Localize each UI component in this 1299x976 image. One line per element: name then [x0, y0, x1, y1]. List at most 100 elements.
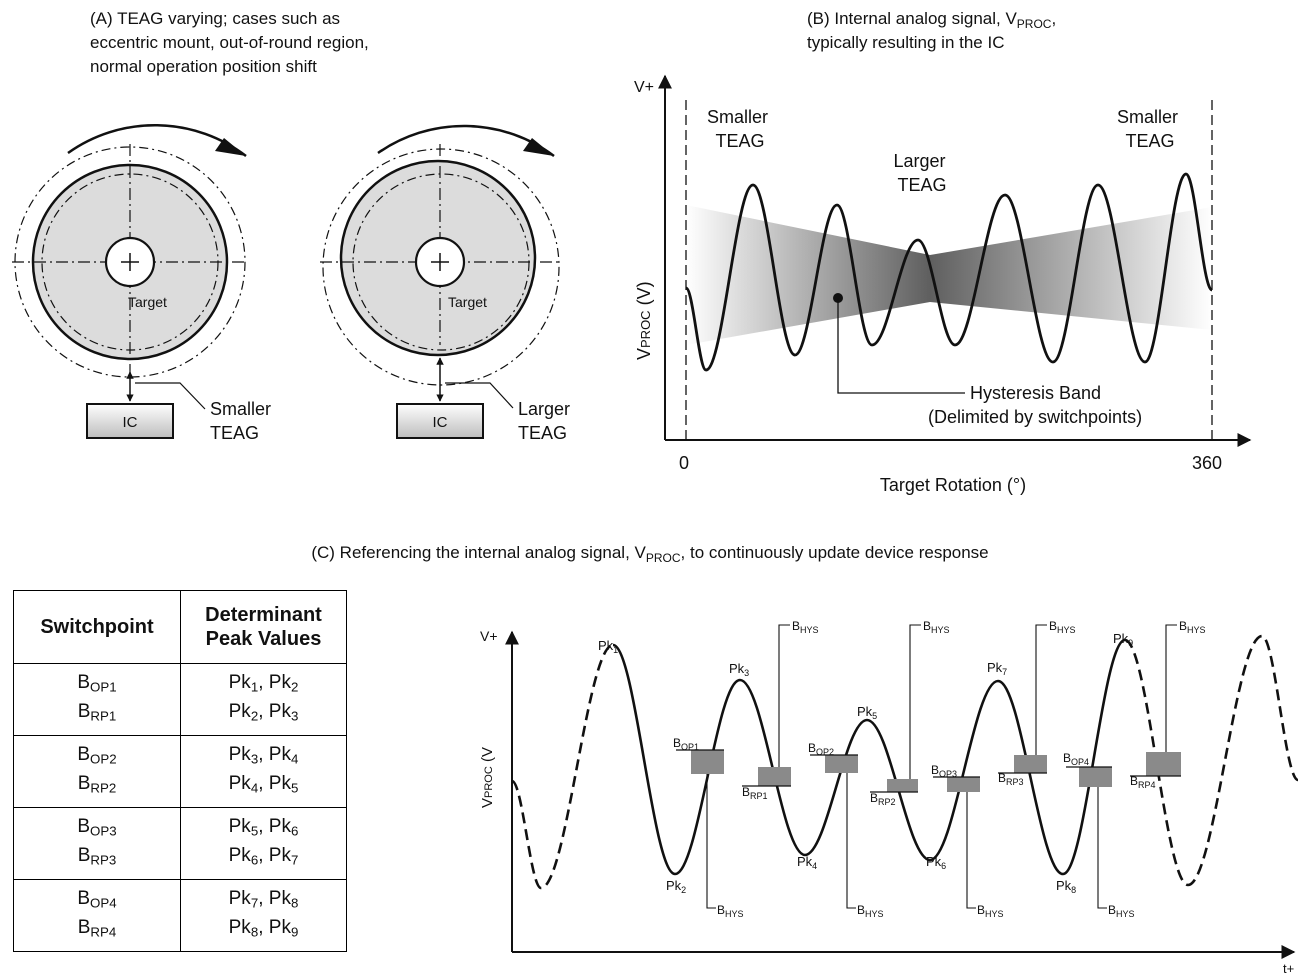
hys-leader-up-4 — [1165, 624, 1177, 752]
panel-b-x-tick-0: 0 — [679, 453, 689, 473]
panel-a-title: (A) TEAG varying; cases such as eccentri… — [90, 9, 374, 76]
vproc-signal-c-dashed-start — [510, 643, 614, 890]
region-right-label: Smaller TEAG — [1117, 107, 1183, 151]
peak-label-6: Pk6 — [926, 854, 946, 871]
panel-c-title: (C) Referencing the internal analog sign… — [311, 543, 988, 565]
switchpoint-cell: BOP3 BRP3 — [13, 807, 181, 880]
table-row: BOP4 BRP4 Pk7, Pk8 Pk8, Pk9 — [13, 879, 347, 952]
hys-leader-up-3 — [1035, 624, 1047, 755]
gap-label-left: Smaller TEAG — [210, 399, 276, 443]
hys-box-op4 — [1079, 767, 1112, 787]
left-target-assembly: Target IC Smaller TEAG — [12, 123, 276, 443]
hys-leader-down-1 — [706, 774, 716, 909]
hys-box-op1 — [691, 750, 724, 774]
panel-b-title-line1: (B) Internal analog signal, VPROC, — [807, 9, 1056, 31]
peak-values-cell: Pk1, Pk2 Pk2, Pk3 — [180, 663, 347, 736]
hys-leader-up-2 — [909, 624, 921, 779]
b-hys-label-bottom-4: BHYS — [1108, 903, 1135, 919]
b-rp-label-2: BRP2 — [870, 791, 896, 807]
gap-label-right: Larger TEAG — [518, 399, 575, 443]
target-label-right: Target — [448, 294, 487, 310]
gap-leader-left — [135, 382, 206, 410]
hys-box-rp2 — [887, 779, 918, 792]
ic-label-right: IC — [433, 414, 448, 431]
peak-label-5: Pk5 — [857, 704, 877, 721]
hys-box-op2 — [825, 755, 858, 773]
b-hys-label-top-3: BHYS — [1049, 619, 1076, 635]
peak-label-3: Pk3 — [729, 661, 749, 678]
region-mid-label: Larger TEAG — [893, 151, 950, 195]
panel-b-x-tick-360: 360 — [1192, 453, 1222, 473]
peak-label-7: Pk7 — [987, 660, 1007, 677]
b-rp-label-1: BRP1 — [742, 785, 768, 801]
panel-c: (C) Referencing the internal analog sign… — [311, 543, 1299, 976]
table-header-row: Switchpoint Determinant Peak Values — [13, 590, 347, 664]
outer-dashdot-circle-left — [14, 146, 246, 378]
peak-values-cell: Pk3, Pk4 Pk4, Pk5 — [180, 735, 347, 808]
peak-label-2: Pk2 — [666, 878, 686, 895]
switchpoint-cell: BOP4 BRP4 — [13, 879, 181, 952]
panel-c-y-axis-label: VPROC (V — [479, 747, 496, 808]
hys-leader-down-3 — [966, 792, 976, 909]
hys-leader-up-1 — [778, 624, 790, 767]
hysteresis-markers: BHYS BHYS BHYS BHYS BHYS BHYS BHYS BHYS BOP1 BOP2… — [673, 619, 1206, 919]
panel-b-y-axis-label: VPROC (V) — [634, 281, 654, 360]
table-row: BOP3 BRP3 Pk5, Pk6 Pk6, Pk7 — [13, 807, 347, 880]
switchpoint-table: Switchpoint Determinant Peak Values BOP1 B… — [13, 590, 347, 952]
b-hys-label-bottom-2: BHYS — [857, 903, 884, 919]
panel-a: (A) TEAG varying; cases such as eccentri… — [12, 9, 575, 443]
b-hys-label-bottom-1: BHYS — [717, 903, 744, 919]
switchpoint-cell: BOP1 BRP1 — [13, 663, 181, 736]
ic-box-left — [86, 403, 174, 439]
b-op-label-3: BOP3 — [931, 763, 957, 779]
vproc-signal-c-solid — [612, 638, 1126, 876]
table-row: BOP1 BRP1 Pk1, Pk2 Pk2, Pk3 — [13, 663, 347, 736]
b-hys-label-top-2: BHYS — [923, 619, 950, 635]
hys-box-op3 — [947, 777, 980, 792]
b-rp-label-4: BRP4 — [1130, 774, 1156, 790]
right-target-assembly: Target IC Larger TEAG — [320, 124, 575, 443]
b-rp-label-3: BRP3 — [998, 771, 1024, 787]
table-row: BOP2 BRP2 Pk3, Pk4 Pk4, Pk5 — [13, 735, 347, 808]
b-op-label-4: BOP4 — [1063, 751, 1089, 767]
hysteresis-band-right — [930, 207, 1212, 330]
b-hys-label-top-4: BHYS — [1179, 619, 1206, 635]
peak-label-8: Pk8 — [1056, 878, 1076, 895]
hysteresis-callout-label: Hysteresis Band (Delimited by switchpoin… — [928, 383, 1142, 427]
ic-label-left: IC — [123, 414, 138, 431]
panel-c-t-label: t+ — [1283, 961, 1294, 976]
rotation-arrowhead-left — [215, 138, 246, 156]
hysteresis-band-left — [686, 205, 930, 345]
peak-values-cell: Pk7, Pk8 Pk8, Pk9 — [180, 879, 347, 952]
vproc-signal-b — [684, 172, 1214, 372]
vproc-signal-c-dashed-end — [1124, 634, 1299, 887]
peak-label-9: Pk9 — [1113, 631, 1133, 648]
hys-box-rp4 — [1146, 752, 1181, 776]
peak-label-1: Pk1 — [598, 638, 618, 655]
switchpoint-cell: BOP2 BRP2 — [13, 735, 181, 808]
hysteresis-callout-leader — [837, 298, 965, 394]
hys-box-rp3 — [1014, 755, 1047, 773]
ic-box-right — [396, 403, 484, 439]
b-hys-label-bottom-3: BHYS — [977, 903, 1004, 919]
hys-leader-down-4 — [1097, 787, 1107, 909]
region-left-label: Smaller TEAG — [707, 107, 773, 151]
peak-values-cell: Pk5, Pk6 Pk6, Pk7 — [180, 807, 347, 880]
header-switchpoint: Switchpoint — [13, 590, 181, 664]
hys-box-rp1 — [758, 767, 791, 786]
hys-leader-down-2 — [846, 773, 856, 909]
panel-b-vplus-label: V+ — [634, 79, 654, 96]
gap-leader-right — [445, 382, 514, 409]
panel-b: (B) Internal analog signal, VPROC, typic… — [634, 9, 1252, 495]
panel-b-x-axis-label: Target Rotation (°) — [880, 475, 1026, 495]
b-op-label-2: BOP2 — [808, 741, 834, 757]
header-determinant-peaks: Determinant Peak Values — [180, 590, 347, 664]
peak-labels: Pk1 Pk2 Pk3 Pk4 Pk5 Pk6 Pk7 Pk8 Pk9 — [598, 631, 1133, 895]
b-hys-label-top-1: BHYS — [792, 619, 819, 635]
panel-b-title-line2: typically resulting in the IC — [807, 33, 1004, 52]
b-op-label-1: BOP1 — [673, 736, 699, 752]
target-label-left: Target — [128, 294, 167, 310]
rotation-arrowhead-right — [523, 138, 554, 156]
